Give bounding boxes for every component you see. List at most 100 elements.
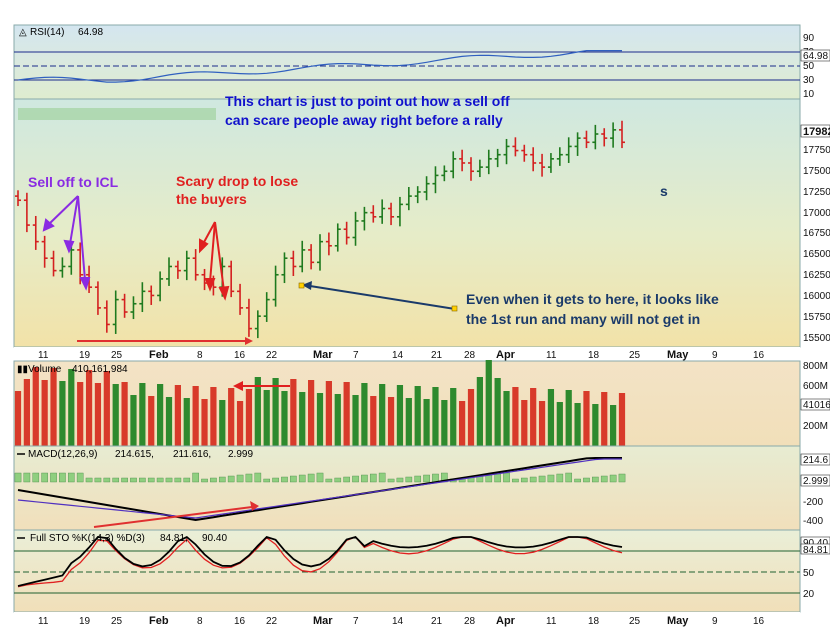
x-tick: 21 bbox=[431, 616, 443, 627]
volume-bar bbox=[441, 400, 448, 446]
macd-hist-bar bbox=[494, 473, 501, 483]
price-bar bbox=[405, 186, 412, 211]
volume-bar bbox=[183, 398, 190, 446]
sto-panel: Full STO %K(14,3) %D(3) 84.81, 90.40 bbox=[13, 529, 801, 613]
volume-bar bbox=[210, 387, 217, 446]
price-bar bbox=[121, 293, 128, 318]
x-tick: 7 bbox=[353, 350, 359, 361]
x-tick: 21 bbox=[431, 350, 443, 361]
scary-line-2: the buyers bbox=[176, 191, 247, 207]
x-tick: 8 bbox=[197, 616, 203, 627]
price-bar bbox=[574, 132, 581, 156]
macd-hist-bar bbox=[139, 477, 146, 483]
volume-icon: ▮▮ bbox=[17, 364, 28, 375]
macd-hist-bar bbox=[307, 473, 315, 483]
macd-hist-bar bbox=[503, 472, 510, 483]
x-tick: 16 bbox=[234, 350, 246, 361]
price-bar bbox=[530, 147, 537, 172]
macd-hist-bar bbox=[165, 477, 173, 483]
x-tick: 22 bbox=[266, 350, 278, 361]
macd-arrowhead bbox=[250, 501, 259, 511]
price-bar bbox=[459, 149, 466, 172]
price-bar bbox=[166, 257, 172, 286]
volume-bar bbox=[387, 397, 395, 446]
volume-bar bbox=[547, 389, 555, 446]
price-bar bbox=[547, 153, 554, 173]
sto-label: Full STO %K(14,3) %D(3) bbox=[30, 533, 145, 544]
x-tick: 18 bbox=[588, 616, 600, 627]
rsi-icon: ◬ bbox=[19, 27, 27, 38]
macd-hist-bar bbox=[156, 477, 164, 483]
price-bar bbox=[361, 206, 368, 231]
volume-bar bbox=[290, 379, 297, 446]
macd-hist-bar bbox=[316, 472, 324, 483]
price-bar bbox=[148, 285, 155, 305]
macd-tag-1: 214.6 bbox=[803, 455, 828, 466]
rsi-tick: 30 bbox=[803, 75, 815, 86]
upper-x-axis: 11 19 25 Feb 8 16 22 Mar 7 14 21 28 Apr … bbox=[14, 347, 800, 361]
rsi-panel: RSI(14) 64.98 ◬ bbox=[13, 24, 801, 100]
macd-hist-bar bbox=[485, 474, 493, 483]
volume-bar bbox=[85, 370, 93, 446]
volume-bar bbox=[59, 381, 66, 446]
price-axis: 17750 17500 17250 17000 16750 16500 1625… bbox=[800, 124, 830, 344]
volume-bar bbox=[618, 393, 626, 446]
macd-value-1: 214.615, bbox=[115, 449, 154, 460]
volume-bar bbox=[352, 395, 359, 446]
price-bar bbox=[68, 244, 75, 275]
macd-hist-bar bbox=[343, 476, 350, 483]
price-bar bbox=[157, 271, 164, 302]
price-bar bbox=[237, 283, 244, 315]
volume-bar bbox=[485, 360, 492, 446]
price-bar bbox=[334, 223, 341, 252]
volume-tick: 600M bbox=[803, 381, 828, 392]
volume-bar bbox=[148, 396, 155, 446]
rsi-tick: 50 bbox=[803, 61, 815, 72]
signal-line bbox=[17, 458, 622, 519]
volume-bar bbox=[476, 377, 483, 446]
macd-hist-bar bbox=[112, 477, 120, 483]
rsi-line bbox=[17, 50, 622, 83]
macd-tag-2: 2.999 bbox=[803, 476, 828, 487]
volume-tick: 800M bbox=[803, 361, 828, 372]
volume-bar bbox=[23, 379, 30, 446]
volume-bar bbox=[512, 387, 519, 446]
price-bar bbox=[192, 249, 199, 281]
volume-bar bbox=[379, 384, 386, 446]
price-bar bbox=[325, 232, 332, 256]
x-tick: 11 bbox=[546, 350, 557, 361]
x-tick: 9 bbox=[712, 616, 718, 627]
x-tick: 7 bbox=[353, 616, 359, 627]
macd-hist-bar bbox=[174, 477, 182, 483]
macd-hist-bar bbox=[298, 474, 306, 483]
volume-bar bbox=[130, 395, 137, 446]
price-tick: 16750 bbox=[803, 228, 830, 239]
x-tick: May bbox=[667, 349, 689, 361]
price-bar bbox=[485, 149, 492, 175]
x-tick: 22 bbox=[266, 616, 278, 627]
macd-hist-bar bbox=[432, 473, 439, 483]
macd-hist-bar bbox=[183, 477, 191, 483]
macd-hist-bar bbox=[263, 478, 271, 483]
macd-hist-bar bbox=[520, 477, 528, 483]
sto-tick: 50 bbox=[803, 568, 815, 579]
volume-bar bbox=[174, 385, 181, 446]
macd-hist-bar bbox=[556, 473, 564, 483]
price-bar bbox=[592, 124, 599, 150]
macd-hist-bar bbox=[50, 472, 57, 483]
macd-hist-bar bbox=[369, 473, 377, 483]
price-bar bbox=[512, 137, 519, 157]
s-label: s bbox=[660, 183, 668, 199]
sto-axis: 90.40 84.81 50 20 bbox=[800, 536, 830, 600]
volume-bar bbox=[405, 398, 412, 446]
macd-hist-bar bbox=[538, 475, 546, 483]
x-tick: 14 bbox=[392, 350, 404, 361]
volume-value: 410,161,984 bbox=[72, 364, 128, 375]
x-tick: 28 bbox=[464, 350, 476, 361]
volume-bar bbox=[299, 392, 306, 446]
macd-hist-bar bbox=[378, 472, 386, 483]
volume-bar bbox=[263, 390, 270, 446]
macd-hist-bar bbox=[565, 472, 573, 483]
title-line-2: can scare people away right before a ral… bbox=[225, 112, 503, 128]
volume-bar bbox=[574, 403, 581, 446]
